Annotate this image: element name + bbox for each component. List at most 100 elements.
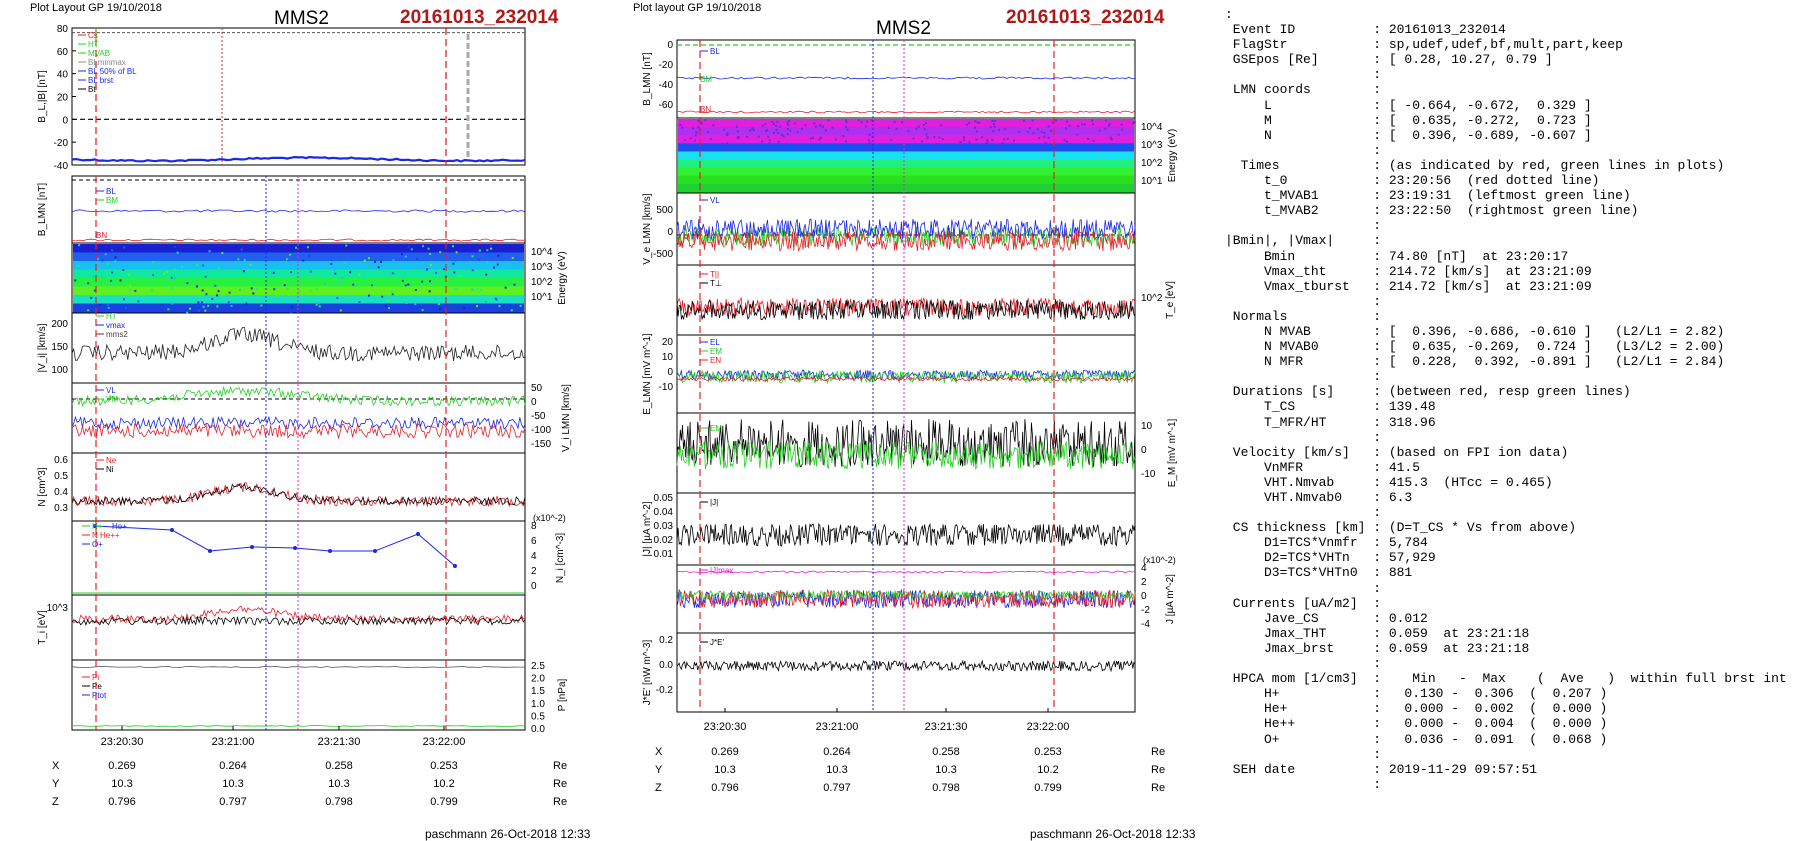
- summary-line: :: [1373, 218, 1382, 234]
- spectrogram-speckle: [709, 138, 712, 141]
- spectrogram-speckle: [107, 306, 110, 309]
- summary-line: t_MVAB2 : 23:22:50 (rightmost green line…: [1264, 203, 1639, 219]
- left-p5-ytick: 0.3: [54, 503, 68, 514]
- summary-line: He+ : 0.000 - 0.002 ( 0.000 ): [1264, 701, 1608, 717]
- spectrogram-band: [678, 159, 1134, 169]
- spectrogram-speckle: [878, 143, 881, 146]
- left-ephem-unit: Re: [553, 760, 567, 772]
- mid-panel-frame: [676, 264, 1136, 336]
- mid-p3-ylabel: T_e [eV]: [1165, 281, 1176, 319]
- summary-line: Jmax_brst : 0.059 at 23:21:18: [1264, 640, 1530, 656]
- spectrogram-speckle: [1064, 127, 1067, 130]
- left-p1-legend: BM: [106, 196, 118, 205]
- spectrogram-speckle: [824, 129, 827, 132]
- spectrogram-speckle: [295, 246, 298, 249]
- mid-p5-ylabel: E_M [mV m^-1]: [1167, 418, 1178, 487]
- left-p0-ytick: 60: [57, 47, 69, 58]
- spectrogram-speckle: [706, 146, 709, 149]
- spectrogram-speckle: [1003, 128, 1006, 131]
- summary-line: :: [1373, 142, 1382, 158]
- spectrogram-speckle: [215, 276, 218, 279]
- spectrogram-speckle: [124, 256, 127, 259]
- spectrogram-speckle: [1092, 139, 1095, 142]
- spectrogram-speckle: [104, 253, 107, 256]
- left-p4-ytick: -50: [531, 411, 546, 422]
- left-p6-oplus-point: [293, 546, 297, 550]
- left-p3-vi-trace: [71, 326, 526, 362]
- spectrogram-speckle: [765, 130, 768, 133]
- spectrogram-speckle: [252, 292, 255, 295]
- mid-p3-legend: T||: [710, 270, 719, 279]
- spectrogram-speckle: [912, 137, 915, 140]
- spectrogram-speckle: [757, 135, 760, 138]
- spectrogram-speckle: [1006, 138, 1009, 141]
- spectrogram-speckle: [358, 301, 361, 304]
- left-p0-legend: Cs: [88, 31, 98, 40]
- left-p1-bl-trace: [71, 209, 526, 213]
- spectrogram-speckle: [1121, 128, 1124, 131]
- mid-ephem-value: 0.253: [1034, 746, 1062, 758]
- spectrogram-speckle: [227, 301, 230, 304]
- spectrogram-speckle: [490, 244, 493, 247]
- left-p5-ytick: 0.4: [54, 487, 68, 498]
- summary-line: GSEpos [Re] : [ 0.28, 10.27, 0.79 ]: [1232, 52, 1553, 68]
- spectrogram-band: [678, 167, 1134, 177]
- spectrogram-speckle: [1099, 146, 1102, 149]
- left-p3-ytick: 150: [51, 342, 68, 353]
- spectrogram-speckle: [349, 271, 352, 274]
- spectrogram-speckle: [736, 130, 739, 133]
- spectrogram-speckle: [689, 137, 692, 140]
- spectrogram-speckle: [318, 305, 321, 308]
- spectrogram-speckle: [960, 145, 963, 148]
- spectrogram-speckle: [201, 289, 204, 292]
- spectrogram-speckle: [391, 293, 394, 296]
- spectrogram-speckle: [110, 279, 113, 282]
- spectrogram-speckle: [975, 138, 978, 141]
- left-ephem-value: 10.3: [222, 778, 243, 790]
- left-p2-ytick: 10^3: [531, 262, 553, 273]
- spectrogram-speckle: [910, 147, 913, 150]
- spectrogram-speckle: [252, 281, 255, 284]
- spectrogram-speckle: [166, 283, 169, 286]
- spectrogram-speckle: [749, 129, 752, 132]
- left-p3-ytick: 100: [51, 365, 68, 376]
- mid-p0-ylabel: B_LMN [nT]: [642, 52, 653, 106]
- spectrogram-speckle: [363, 259, 366, 262]
- spectrogram-speckle: [523, 295, 526, 298]
- spectrogram-speckle: [768, 139, 771, 142]
- spectrogram-speckle: [1133, 121, 1136, 124]
- spectrogram-speckle: [125, 280, 128, 283]
- spectrogram-speckle: [424, 274, 427, 277]
- spectrogram-speckle: [333, 269, 336, 272]
- spectrogram-speckle: [315, 303, 318, 306]
- mid-p5-ytick: 10: [1141, 421, 1153, 432]
- spectrogram-speckle: [786, 123, 789, 126]
- spectrogram-speckle: [216, 305, 219, 308]
- spectrogram-speckle: [837, 147, 840, 150]
- spectrogram-speckle: [393, 307, 396, 310]
- left-p6-oplus-point: [208, 549, 212, 553]
- spectrogram-speckle: [226, 295, 229, 298]
- left-ephem-value: 0.797: [219, 796, 247, 808]
- spectrogram-speckle: [1109, 136, 1112, 139]
- left-p2-ylabel: Energy (eV): [557, 251, 568, 304]
- summary-line: L : [ -0.664, -0.672, 0.329 ]: [1264, 97, 1592, 113]
- spectrogram-speckle: [925, 122, 928, 125]
- summary-line: :: [1373, 67, 1382, 83]
- left-p2-ytick: 10^1: [531, 292, 553, 303]
- spectrogram-speckle: [238, 288, 241, 291]
- spectrogram-speckle: [211, 297, 214, 300]
- spectrogram-speckle: [844, 140, 847, 143]
- spectrogram-speckle: [213, 270, 216, 273]
- spectrogram-speckle: [407, 283, 410, 286]
- spectrogram-speckle: [845, 119, 848, 122]
- spectrogram-speckle: [497, 254, 500, 257]
- spectrogram-speckle: [963, 139, 966, 142]
- spectrogram-speckle: [963, 136, 966, 139]
- summary-line: Normals :: [1232, 308, 1382, 324]
- spectrogram-speckle: [846, 128, 849, 131]
- spectrogram-speckle: [681, 126, 684, 129]
- spectrogram-speckle: [865, 144, 868, 147]
- spectrogram-speckle: [968, 141, 971, 144]
- summary-line: H+ : 0.130 - 0.306 ( 0.207 ): [1264, 686, 1608, 702]
